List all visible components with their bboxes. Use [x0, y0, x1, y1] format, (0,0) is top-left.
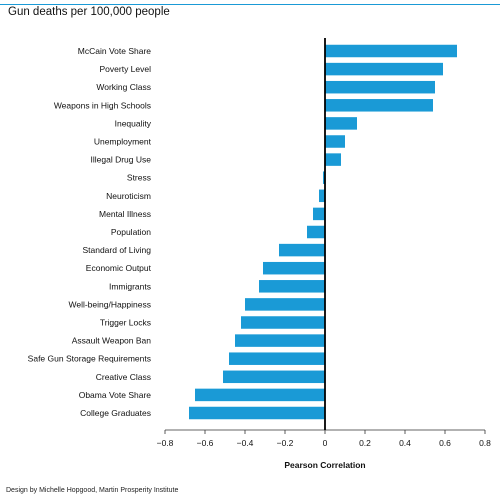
bar-well-being-happiness — [245, 298, 325, 311]
category-label: Immigrants — [109, 281, 151, 291]
category-label: Neuroticism — [106, 191, 151, 201]
category-label: Population — [111, 227, 151, 237]
bar-creative-class — [223, 370, 325, 384]
bar-safe-gun-storage-requirements — [229, 352, 325, 365]
category-label: Mental Illness — [99, 209, 151, 219]
credit-text: Design by Michelle Hopgood, Martin Prosp… — [6, 487, 179, 494]
bar-mccain-vote-share — [325, 44, 457, 58]
bar-college-graduates — [189, 406, 325, 420]
category-label: McCain Vote Share — [78, 46, 152, 56]
category-label: Unemployment — [94, 137, 152, 147]
category-label: College Graduates — [80, 408, 151, 418]
category-label: Standard of Living — [82, 245, 151, 255]
category-label: Stress — [127, 173, 151, 183]
category-label: Weapons in High Schools — [54, 100, 151, 110]
x-tick-label: 0.4 — [399, 438, 411, 448]
bar-trigger-locks — [241, 316, 325, 329]
category-label: Working Class — [96, 82, 151, 92]
x-tick-label: −0.2 — [277, 438, 294, 448]
category-label: Economic Output — [86, 263, 152, 273]
category-label: Trigger Locks — [100, 318, 151, 328]
bar-population — [307, 225, 325, 239]
bar-stress — [323, 171, 325, 184]
bar-obama-vote-share — [195, 388, 325, 402]
category-label: Illegal Drug Use — [91, 155, 152, 165]
x-tick-label: 0.8 — [479, 438, 491, 448]
bar-working-class — [325, 80, 435, 94]
x-tick-label: 0.6 — [439, 438, 451, 448]
bar-mental-illness — [313, 207, 325, 221]
x-axis: −0.8 −0.6 −0.4 −0.2 0 0.2 0.4 0.6 0.8 — [157, 429, 491, 448]
x-tick-label: −0.8 — [157, 438, 174, 448]
title-rule — [0, 4, 500, 5]
bar-economic-output — [263, 261, 325, 275]
bar-standard-of-living — [279, 243, 325, 257]
bar-illegal-drug-use — [325, 153, 341, 166]
x-tick-label: −0.4 — [237, 438, 254, 448]
bar-weapons-in-high-schools — [325, 99, 433, 112]
bars-group — [189, 44, 457, 420]
category-label: Poverty Level — [100, 64, 152, 74]
bar-inequality — [325, 117, 357, 130]
bar-neuroticism — [319, 189, 325, 203]
category-label: Assault Weapon Ban — [72, 336, 151, 346]
x-tick-label: 0.2 — [359, 438, 371, 448]
bar-assault-weapon-ban — [235, 334, 325, 347]
category-label: Creative Class — [96, 372, 151, 382]
x-tick-label: 0 — [323, 438, 328, 448]
x-tick-label: −0.6 — [197, 438, 214, 448]
bar-unemployment — [325, 135, 345, 148]
category-label: Safe Gun Storage Requirements — [28, 354, 151, 364]
category-label: Obama Vote Share — [79, 390, 152, 400]
category-label: Inequality — [115, 118, 152, 128]
bar-immigrants — [259, 280, 325, 293]
category-labels: McCain Vote Share Poverty Level Working Cl… — [28, 46, 152, 418]
x-axis-label: Pearson Correlation — [284, 460, 365, 470]
bar-poverty-level — [325, 62, 443, 76]
category-label: Well-being/Happiness — [68, 299, 151, 309]
chart-title: Gun deaths per 100,000 people — [8, 6, 170, 18]
